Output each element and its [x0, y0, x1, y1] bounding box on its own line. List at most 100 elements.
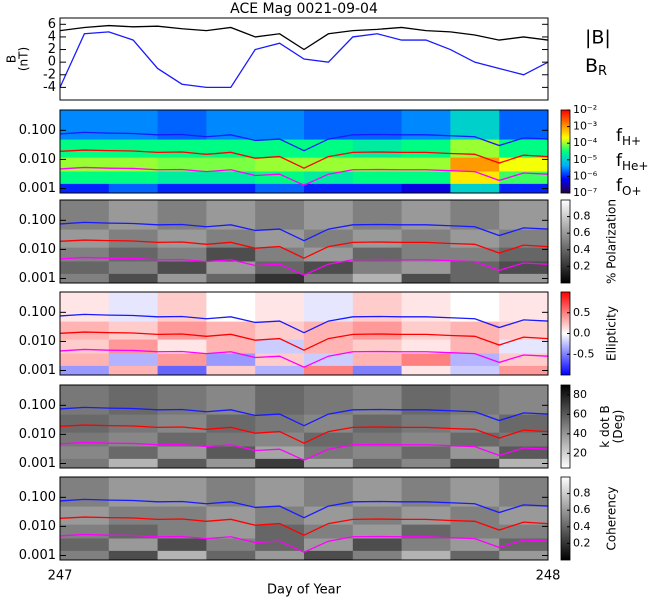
heatmap-cell: [499, 183, 548, 193]
heatmap-cell: [108, 229, 159, 248]
heatmap-cell: [157, 247, 207, 262]
heatmap-cell: [108, 183, 159, 193]
heatmap-cell: [108, 170, 159, 184]
heatmap-cell: [60, 537, 110, 551]
heatmap-cell: [352, 445, 403, 459]
colorbar-tick-label: 0.8: [573, 487, 591, 500]
heatmap-cell: [255, 247, 305, 262]
series-line: [60, 24, 548, 51]
heatmap-cell: [108, 414, 159, 433]
y-tick-label: 0.010: [19, 152, 56, 167]
series-line: [60, 533, 548, 553]
heatmap-cell: [352, 273, 403, 283]
heatmap-cell: [304, 339, 354, 354]
heatmap-cell: [401, 524, 451, 539]
heatmap-cell: [157, 339, 207, 354]
heatmap-cell: [157, 352, 207, 366]
heatmap-cell: [499, 321, 548, 340]
heatmap-cell: [206, 432, 256, 447]
colorbar-label: (Deg): [611, 410, 625, 444]
colorbar-tick-label: 10⁻⁴: [573, 136, 598, 149]
y-tick-label: 0.001: [19, 271, 56, 286]
heatmap-cell: [255, 524, 305, 539]
y-tick-label: 0.001: [19, 456, 56, 471]
heatmap-cell: [206, 506, 256, 525]
y-tick-label: 0.010: [19, 427, 56, 442]
colorbar-tick-label: 10⁻⁷: [573, 186, 597, 199]
legend-label: fH+: [616, 126, 641, 148]
heatmap-cell: [401, 229, 451, 248]
heatmap-cell: [206, 524, 256, 539]
heatmap-cell: [304, 170, 354, 184]
heatmap-cell: [352, 365, 403, 375]
heatmap-cell: [255, 321, 305, 340]
heatmap-cell: [352, 352, 403, 366]
heatmap-cell: [157, 229, 207, 248]
heatmap-cell: [352, 260, 403, 274]
heatmap-cell: [255, 550, 305, 560]
legend-label: fO+: [616, 176, 642, 198]
heatmap-cell: [304, 385, 354, 415]
heatmap-cell: [450, 524, 500, 539]
heatmap-cell: [60, 365, 110, 375]
heatmap-cell: [60, 292, 110, 322]
y-tick-label: 0.100: [19, 490, 56, 505]
heatmap-cell: [450, 247, 500, 262]
heatmap-cell: [450, 200, 500, 230]
heatmap-cell: [304, 550, 354, 560]
heatmap-cell: [108, 139, 159, 158]
heatmap-cell: [304, 458, 354, 468]
heatmap-cell: [255, 414, 305, 433]
heatmap-cell: [157, 183, 207, 193]
y-tick-label: 0.100: [19, 305, 56, 320]
heatmap-cell: [499, 339, 548, 354]
heatmap-cell: [450, 170, 500, 184]
heatmap-cell: [157, 414, 207, 433]
series-line: [60, 256, 548, 276]
legend-label: BR: [585, 55, 607, 79]
heatmap-cell: [255, 200, 305, 230]
heatmap-cell: [108, 260, 159, 274]
heatmap-cell: [450, 537, 500, 551]
heatmap-cell: [450, 477, 500, 507]
heatmap-cell: [352, 537, 403, 551]
heatmap-cell: [157, 506, 207, 525]
heatmap-cell: [60, 550, 110, 560]
heatmap-cell: [206, 321, 256, 340]
heatmap-cell: [206, 414, 256, 433]
heatmap-cell: [499, 273, 548, 283]
heatmap-cell: [499, 458, 548, 468]
heatmap-cell: [60, 506, 110, 525]
heatmap-cell: [352, 458, 403, 468]
colorbar-tick-label: 0.2: [573, 259, 591, 272]
heatmap-cell: [304, 292, 354, 322]
heatmap-cell: [401, 321, 451, 340]
heatmap-cell: [206, 247, 256, 262]
x-tick-label: 248: [536, 569, 561, 584]
y-axis-label: B: [5, 55, 19, 63]
heatmap-cell: [255, 339, 305, 354]
heatmap-cell: [60, 477, 110, 507]
heatmap-cell: [352, 170, 403, 184]
colorbar-tick-label: 20: [573, 446, 587, 459]
series-line: [60, 516, 548, 536]
heatmap-cell: [60, 273, 110, 283]
heatmap-cell: [352, 321, 403, 340]
heatmap-cell: [255, 292, 305, 322]
heatmap-cell: [304, 414, 354, 433]
colorbar-tick-label: 0.4: [573, 520, 591, 533]
heatmap-cell: [304, 537, 354, 551]
heatmap-cell: [401, 365, 451, 375]
colorbar-tick-label: 0.0: [573, 327, 591, 340]
heatmap-cell: [60, 260, 110, 274]
series-line: [60, 31, 548, 89]
heatmap-cell: [304, 260, 354, 274]
colorbar: [560, 199, 571, 284]
heatmap-cell: [499, 247, 548, 262]
y-tick-label: 0.010: [19, 334, 56, 349]
series-line: [60, 239, 548, 259]
plot-frame: [59, 109, 549, 194]
heatmap-cell: [206, 458, 256, 468]
heatmap-cell: [450, 550, 500, 560]
heatmap-cell: [304, 139, 354, 158]
